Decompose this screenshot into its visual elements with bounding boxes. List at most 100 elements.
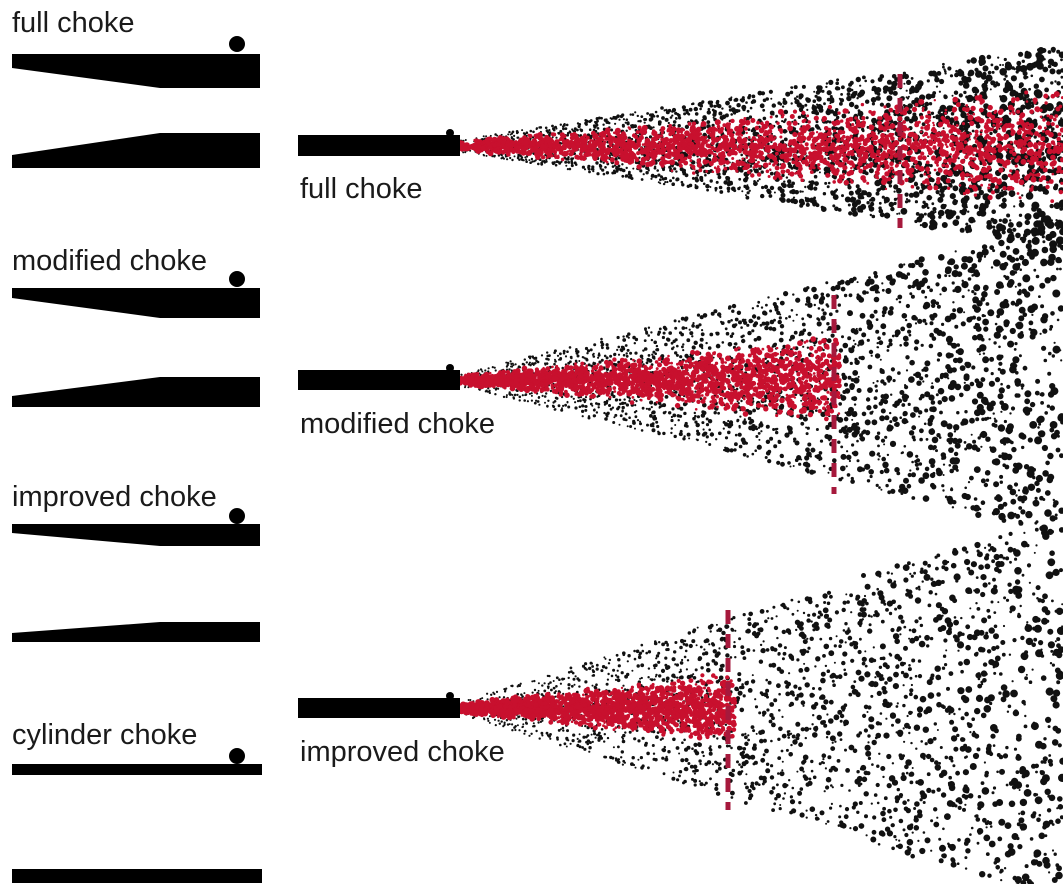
shot-core-pellet <box>696 158 701 163</box>
pellet <box>532 130 535 134</box>
shot-core-pellet <box>546 151 553 158</box>
shot-core-pellet <box>749 157 753 160</box>
pellet <box>647 169 650 172</box>
pellet <box>855 184 860 189</box>
shot-core-pellet <box>668 132 673 137</box>
pellet <box>833 189 837 193</box>
pellet <box>1047 50 1052 54</box>
front-sight-bead-icon <box>229 36 245 52</box>
shot-core-pellet <box>857 137 862 143</box>
pellet <box>908 118 914 124</box>
pellet <box>798 93 804 99</box>
shot-core-pellet <box>878 116 883 120</box>
shot-core-pellet <box>832 180 836 184</box>
pellet <box>825 85 828 89</box>
shot-core-pellet <box>568 151 574 157</box>
shot-core-pellet <box>531 138 536 143</box>
pellet <box>525 158 528 161</box>
shot-core-pellet <box>742 144 749 150</box>
shot-core-pellet <box>818 155 822 159</box>
pellet <box>672 120 677 124</box>
shot-core-pellet <box>607 132 611 137</box>
pellet <box>824 181 828 185</box>
pellet <box>791 181 795 186</box>
shot-core-pellet <box>862 153 869 160</box>
shot-core-pellet <box>884 134 889 139</box>
shot-core-pellet <box>689 124 696 131</box>
shot-core-pellet <box>992 123 996 127</box>
shot-core-pellet <box>492 149 496 153</box>
pellet <box>823 102 826 106</box>
shot-core-pellet <box>678 163 683 168</box>
pellet <box>919 224 923 227</box>
pellet <box>871 117 877 124</box>
shot-core-pellet <box>1046 121 1051 126</box>
shot-core-pellet <box>955 102 961 108</box>
pellet <box>1004 82 1013 90</box>
pellet <box>834 87 838 90</box>
pellet <box>621 174 625 178</box>
pellet <box>598 164 603 168</box>
pellet <box>1037 48 1040 52</box>
shot-core-pellet <box>1031 168 1036 173</box>
pellet <box>485 135 488 138</box>
pellet <box>624 121 627 124</box>
pellet <box>815 90 821 95</box>
shot-core-pellet <box>585 135 590 140</box>
pellet <box>790 189 796 195</box>
pellet <box>915 186 920 190</box>
shot-core-pellet <box>825 152 828 156</box>
shot-core-pellet <box>841 130 846 135</box>
shot-core-pellet <box>780 169 786 175</box>
pellet <box>958 181 967 189</box>
pellet <box>1003 77 1007 81</box>
shot-core-pellet <box>641 143 645 146</box>
shot-core-pellet <box>920 151 925 156</box>
pellet <box>769 171 774 176</box>
pellet <box>555 136 558 139</box>
pellet <box>786 198 791 203</box>
pellet <box>1046 220 1055 229</box>
pellet <box>938 90 942 93</box>
shot-core-pellet <box>1018 127 1022 131</box>
pellet <box>684 124 690 129</box>
pellet <box>846 95 852 102</box>
pellet <box>667 121 670 125</box>
shot-core-pellet <box>941 163 946 168</box>
pellet <box>879 212 885 218</box>
shot-core-pellet <box>1058 189 1063 195</box>
shot-core-pellet <box>723 166 728 171</box>
shot-core-pellet <box>627 138 630 141</box>
pellet <box>953 171 959 177</box>
shot-core-pellet <box>1004 166 1007 169</box>
pellet <box>961 73 965 77</box>
pellet <box>846 92 851 96</box>
pellet <box>621 163 624 166</box>
pellet <box>533 160 536 163</box>
pellet <box>849 80 854 85</box>
pellet <box>650 177 653 180</box>
shot-core-pellet <box>1038 177 1044 183</box>
pellet <box>1060 85 1063 89</box>
shot-core-pellet <box>1052 148 1056 152</box>
shot-core-pellet <box>572 133 579 140</box>
shot-core-pellet <box>987 104 993 111</box>
pellet <box>878 201 882 205</box>
pellet <box>673 167 677 171</box>
shot-core-pellet <box>671 126 677 132</box>
shot-core-pellet <box>984 129 989 134</box>
shot-core-pellet <box>801 159 806 165</box>
pellet <box>768 89 774 94</box>
shot-core-pellet <box>683 156 688 161</box>
shot-core-pellet <box>970 174 974 178</box>
shot-core-pellet <box>686 149 692 155</box>
shot-core-pellet <box>574 154 580 160</box>
shot-core-pellet <box>1048 179 1054 184</box>
pellet <box>775 114 779 118</box>
pellet <box>879 74 885 79</box>
shot-core-pellet <box>927 174 931 178</box>
pellet <box>632 167 635 170</box>
shot-core-pellet <box>918 98 925 105</box>
shot-core-pellet <box>932 124 936 127</box>
pellet <box>760 170 764 174</box>
